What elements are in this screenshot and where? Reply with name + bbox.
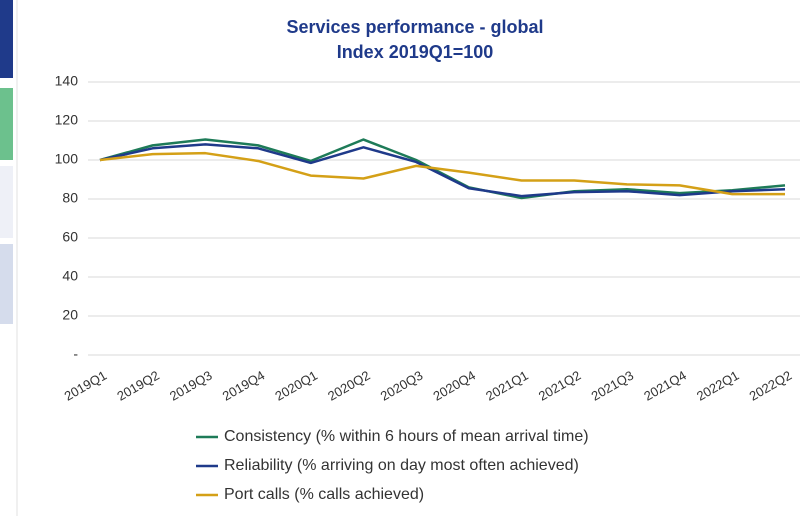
x-tick-label: 2019Q1 [62,368,110,404]
side-panel [0,166,13,238]
y-tick-label: 20 [62,307,78,323]
chart-subtitle: Index 2019Q1=100 [337,42,494,62]
x-tick-label: 2020Q3 [378,368,426,404]
x-tick-label: 2020Q1 [272,368,320,404]
y-tick-label: 140 [55,73,79,89]
side-panel [0,88,13,160]
side-panel [0,0,13,78]
y-tick-label: - [73,346,78,362]
y-tick-label: 80 [62,190,78,206]
series-line [99,143,786,198]
y-tick-label: 60 [62,229,78,245]
legend-label: Port calls (% calls achieved) [224,486,424,503]
series-line [99,151,785,196]
side-panel [0,244,13,324]
x-tick-label: 2022Q1 [694,368,742,404]
y-tick-label: 120 [55,112,79,128]
x-tick-label: 2019Q4 [220,368,268,404]
x-tick-label: 2020Q2 [325,368,373,404]
legend-label: Reliability (% arriving on day most ofte… [224,457,579,474]
chart-title: Services performance - global [286,17,543,37]
y-tick-label: 100 [55,151,79,167]
x-tick-label: 2019Q2 [114,368,162,404]
x-tick-label: 2019Q3 [167,368,215,404]
x-tick-label: 2021Q4 [641,368,689,404]
x-tick-label: 2021Q2 [536,368,584,404]
x-tick-label: 2021Q3 [589,368,637,404]
x-tick-label: 2021Q1 [483,368,531,404]
x-tick-label: 2020Q4 [430,368,478,404]
series-line [99,138,786,200]
legend-label: Consistency (% within 6 hours of mean ar… [224,428,589,445]
y-tick-label: 40 [62,268,78,284]
x-tick-label: 2022Q2 [747,368,795,404]
